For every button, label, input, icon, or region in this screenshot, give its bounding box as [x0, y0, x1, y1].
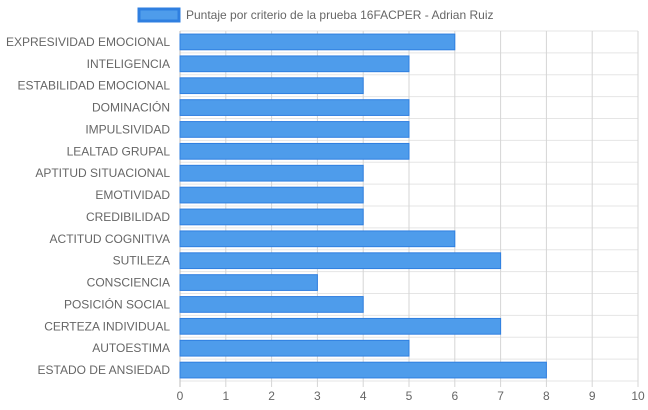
bar[interactable]: [179, 33, 456, 51]
x-tick-label: 6: [451, 389, 458, 403]
x-tick-label: 9: [589, 389, 596, 403]
bar[interactable]: [179, 230, 456, 248]
x-tick-label: 1: [222, 389, 229, 403]
x-tick-label: 5: [406, 389, 413, 403]
x-tick-label: 4: [360, 389, 367, 403]
bar[interactable]: [179, 142, 410, 160]
y-tick-label: CERTEZA INDIVIDUAL: [44, 319, 170, 333]
bar[interactable]: [179, 252, 502, 270]
bar[interactable]: [179, 164, 364, 182]
bar[interactable]: [179, 121, 410, 138]
bar[interactable]: [179, 361, 547, 379]
y-tick-label: EXPRESIVIDAD EMOCIONAL: [6, 35, 170, 49]
bar[interactable]: [179, 186, 364, 204]
legend-swatch: [137, 7, 181, 23]
legend[interactable]: Puntaje por criterio de la prueba 16FACP…: [137, 7, 494, 23]
bar[interactable]: [179, 55, 410, 73]
legend-label: Puntaje por criterio de la prueba 16FACP…: [186, 8, 494, 22]
y-tick-label: IMPULSIVIDAD: [85, 122, 170, 136]
y-tick-label: SUTILEZA: [113, 254, 170, 268]
y-tick-label: CONSCIENCIA: [87, 276, 170, 290]
y-tick-label: CREDIBILIDAD: [86, 210, 170, 224]
y-tick-label: LEALTAD GRUPAL: [67, 144, 171, 158]
y-tick-label: POSICIÓN SOCIAL: [64, 296, 170, 311]
x-tick-label: 8: [543, 389, 550, 403]
y-tick-label: ESTABILIDAD EMOCIONAL: [18, 79, 171, 93]
bar[interactable]: [179, 339, 410, 357]
y-tick-label: ESTADO DE ANSIEDAD: [38, 363, 171, 377]
y-tick-label: INTELIGENCIA: [87, 57, 170, 71]
y-tick-label: ACTITUD COGNITIVA: [50, 232, 170, 246]
x-tick-label: 7: [497, 389, 504, 403]
y-tick-label: AUTOESTIMA: [92, 341, 170, 355]
bar[interactable]: [179, 274, 318, 291]
y-tick-label: EMOTIVIDAD: [95, 188, 170, 202]
bar[interactable]: [179, 99, 410, 116]
x-tick-label: 0: [177, 389, 184, 403]
x-tick-label: 2: [268, 389, 275, 403]
x-tick-label: 3: [314, 389, 321, 403]
bar[interactable]: [179, 317, 502, 335]
bar[interactable]: [179, 77, 364, 95]
bar[interactable]: [179, 296, 364, 313]
y-axis-labels: EXPRESIVIDAD EMOCIONAL INTELIGENCIA ESTABI…: [6, 35, 170, 377]
x-axis-labels: 0 1 2 3 4 5 6 7 8 9 10: [177, 389, 645, 403]
bars: [179, 33, 547, 379]
bar[interactable]: [179, 208, 364, 226]
x-tick-label: 10: [631, 389, 645, 403]
y-tick-label: APTITUD SITUACIONAL: [35, 166, 170, 180]
y-tick-label: DOMINACIÓN: [92, 100, 170, 115]
